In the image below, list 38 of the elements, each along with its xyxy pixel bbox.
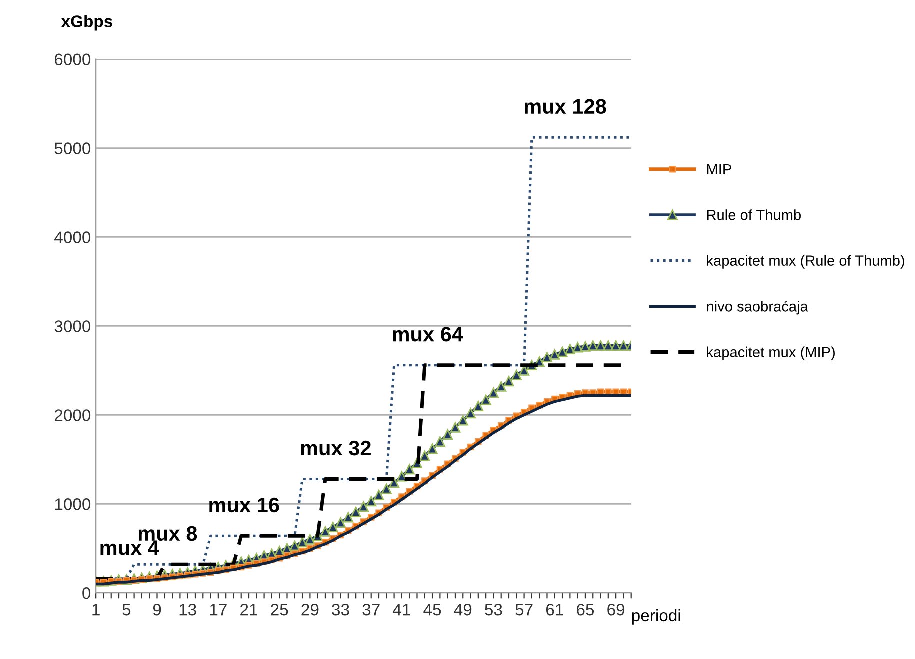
x-tick-label: 17 bbox=[210, 604, 227, 616]
annotation: mux 128 bbox=[524, 99, 606, 114]
x-tick-label: 57 bbox=[516, 604, 533, 616]
y-axis-title: xGbps bbox=[61, 15, 112, 31]
y-tick-label: 1000 bbox=[55, 498, 91, 510]
x-tick-label: 37 bbox=[362, 604, 380, 616]
x-tick-label: 21 bbox=[240, 604, 258, 616]
x-tick-label: 9 bbox=[153, 604, 162, 616]
legend-label: kapacitet mux (MIP) bbox=[707, 346, 835, 360]
y-tick-label: 3000 bbox=[54, 320, 91, 332]
legend-label: nivo saobraćaja bbox=[707, 300, 808, 315]
y-tick-label: 6000 bbox=[54, 54, 91, 66]
x-tick-label: 13 bbox=[180, 604, 196, 616]
x-tick-label: 61 bbox=[546, 604, 564, 616]
y-tick-label: 5000 bbox=[54, 142, 91, 154]
x-tick-label: 25 bbox=[271, 604, 288, 616]
annotation: mux 64 bbox=[393, 327, 464, 342]
legend-label: MIP bbox=[707, 164, 732, 174]
legend-label: Rule of Thumb bbox=[707, 210, 801, 220]
annotation: mux 4 bbox=[100, 540, 160, 556]
x-tick-label: 53 bbox=[485, 604, 502, 616]
y-tick-label: 4000 bbox=[54, 232, 91, 244]
annotation: mux 16 bbox=[210, 498, 280, 513]
y-tick-label: 2000 bbox=[54, 410, 91, 422]
x-tick-label: 5 bbox=[122, 604, 131, 616]
x-tick-label: 33 bbox=[332, 604, 350, 616]
annotation: mux 32 bbox=[301, 440, 371, 456]
x-tick-label: 29 bbox=[302, 604, 319, 616]
x-tick-label: 1 bbox=[92, 604, 100, 616]
y-tick-label: 0 bbox=[82, 588, 91, 600]
x-tick-label: 65 bbox=[577, 604, 594, 616]
legend-label: kapacitet mux (Rule of Thumb) bbox=[707, 255, 904, 269]
x-axis-title: periodi bbox=[632, 609, 680, 625]
annotation: mux 8 bbox=[138, 526, 198, 542]
x-tick-label: 49 bbox=[454, 604, 472, 616]
x-tick-label: 41 bbox=[393, 604, 410, 616]
x-tick-label: 69 bbox=[608, 604, 625, 616]
x-tick-label: 45 bbox=[424, 604, 442, 616]
